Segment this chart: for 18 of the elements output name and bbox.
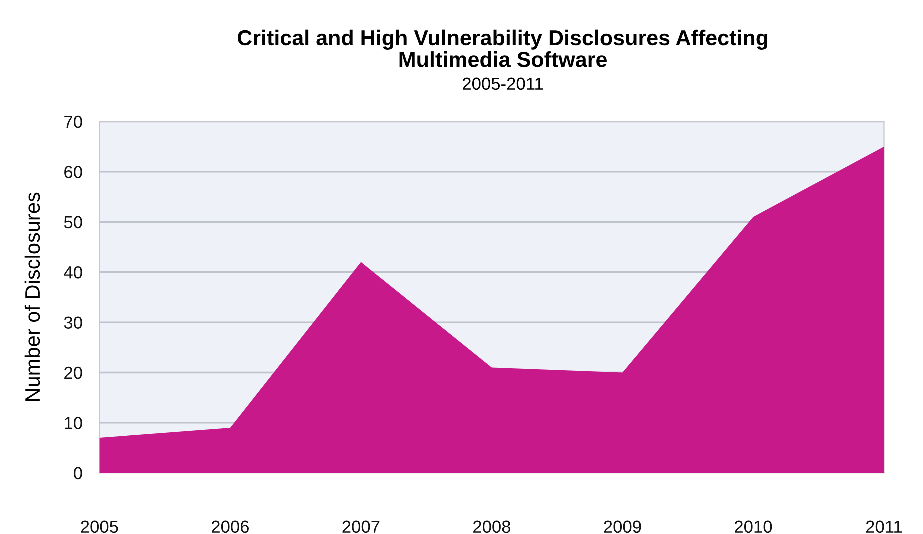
y-tick-label: 70 (64, 116, 82, 128)
y-tick-label: 30 (64, 316, 82, 329)
x-tick-label: 2009 (604, 520, 642, 534)
chart-title: Critical and High Vulnerability Disclosures Affecting Multimedia Software (238, 30, 768, 68)
y-axis-title: Number of Disclosures (24, 192, 40, 402)
y-tick-label: 20 (64, 366, 82, 380)
x-tick-label: 2005 (81, 520, 118, 534)
x-tick-label: 2010 (735, 520, 772, 534)
y-tick-label: 10 (65, 417, 82, 430)
y-tick-label: 60 (64, 166, 82, 178)
x-tick-label: 2011 (866, 520, 902, 534)
y-tick-label: 40 (64, 266, 82, 279)
y-tick-label: 0 (74, 467, 82, 480)
chart-subtitle: 2005-2011 (463, 78, 544, 90)
x-tick-label: 2006 (212, 520, 249, 534)
x-tick-label: 2008 (474, 520, 511, 534)
y-tick-label: 50 (64, 216, 82, 229)
x-tick-label: 2007 (342, 520, 380, 534)
